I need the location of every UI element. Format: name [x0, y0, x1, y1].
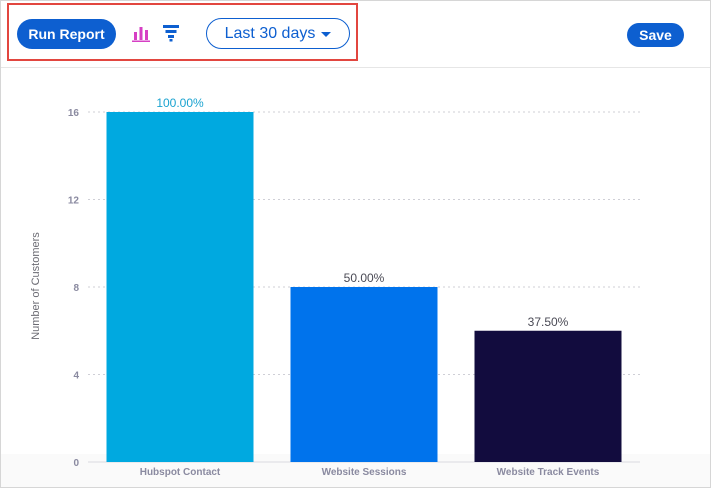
chevron-down-icon [321, 32, 332, 37]
date-range-dropdown[interactable]: Last 30 days [206, 18, 350, 49]
run-report-button[interactable]: Run Report [17, 19, 116, 49]
bar-data-label: 50.00% [344, 271, 385, 285]
highlight-box [7, 3, 358, 61]
x-tick-label: Website Track Events [497, 467, 600, 478]
y-tick-label: 8 [73, 283, 79, 294]
x-tick-label: Website Sessions [322, 467, 407, 478]
bar-data-label: 37.50% [528, 315, 569, 329]
bar [290, 287, 438, 462]
bar [106, 112, 254, 462]
y-tick-label: 4 [73, 371, 79, 382]
y-tick-label: 12 [68, 196, 80, 207]
save-button[interactable]: Save [627, 23, 684, 47]
y-tick-label: 16 [68, 108, 80, 119]
funnel-icon[interactable] [162, 24, 180, 42]
report-toolbar [1, 1, 710, 68]
x-tick-label: Hubspot Contact [140, 467, 221, 478]
y-tick-label: 0 [73, 458, 79, 469]
y-axis-label: Number of Customers [30, 232, 42, 340]
bar-data-label: 100.00% [156, 96, 204, 110]
date-range-label: Last 30 days [224, 24, 316, 42]
bar [474, 330, 622, 462]
bar-chart-icon[interactable] [131, 23, 151, 43]
